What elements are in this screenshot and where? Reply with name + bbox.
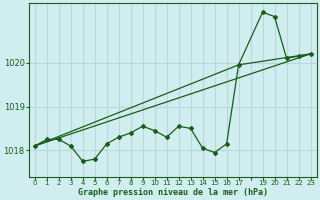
- X-axis label: Graphe pression niveau de la mer (hPa): Graphe pression niveau de la mer (hPa): [78, 188, 268, 197]
